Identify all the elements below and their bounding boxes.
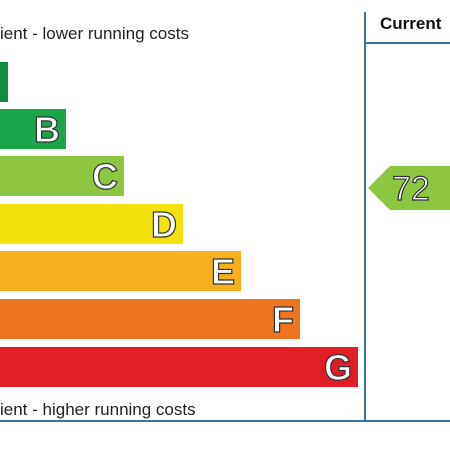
frame-header-divider <box>364 42 450 44</box>
frame-bottom-border <box>0 420 450 422</box>
band-d: D <box>0 203 183 246</box>
band-f: F <box>0 298 300 341</box>
frame-right-column-border <box>364 12 366 422</box>
current-column-header: Current <box>380 14 442 33</box>
band-d-letter: D <box>150 203 177 245</box>
current-rating-arrow <box>368 166 450 210</box>
efficient-caption: ient - lower running costs <box>0 24 189 43</box>
band-g-letter: G <box>323 346 352 388</box>
inefficient-caption: ient - higher running costs <box>0 400 196 419</box>
band-b-letter: B <box>33 108 60 150</box>
current-rating-value: 72 <box>391 169 430 208</box>
band-e-letter: E <box>210 250 235 292</box>
band-c-letter: C <box>91 155 118 197</box>
band-f-letter: F <box>271 298 294 340</box>
band-c: C <box>0 155 124 198</box>
band-e: E <box>0 250 241 293</box>
band-a <box>0 62 8 102</box>
band-g: G <box>0 346 358 389</box>
band-b: B <box>0 108 66 151</box>
